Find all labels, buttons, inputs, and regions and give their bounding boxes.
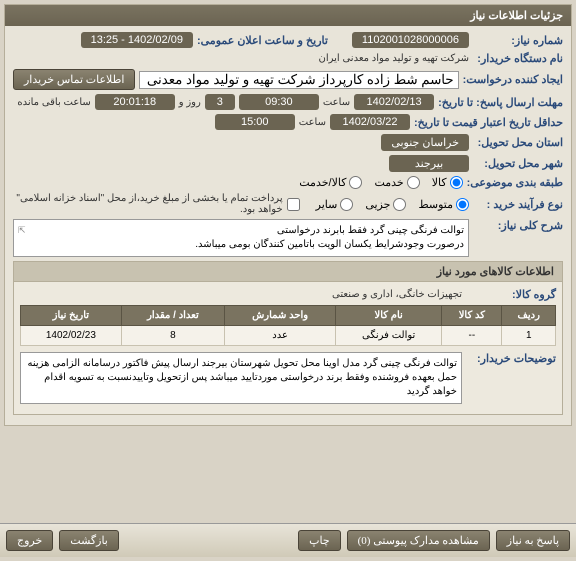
cat-goods-option[interactable]: کالا [432,176,463,189]
attachments-button[interactable]: مشاهده مدارک پیوستی (0) [347,530,490,551]
pt-partial-radio[interactable] [393,198,406,211]
validity-time: 15:00 [215,114,295,130]
items-panel: اطلاعات کالاهای مورد نیاز گروه کالا: تجه… [13,261,563,415]
td-row: 1 [502,326,556,346]
province-label: استان محل تحویل: [473,136,563,149]
td-date: 1402/02/23 [21,326,122,346]
td-code: -- [442,326,502,346]
table-header-row: ردیف کد کالا نام کالا واحد شمارش تعداد /… [21,306,556,326]
pt-partial-option[interactable]: جزیی [365,198,406,211]
buyer-notes-text: توالت فرنگی چینی گرد مدل اوینا محل تحویل… [20,352,462,404]
purchase-type-label: نوع فرآیند خرید : [473,198,563,211]
th-name: نام کالا [336,306,442,326]
time-label-2: ساعت [299,117,326,128]
reply-button[interactable]: پاسخ به نیاز [496,530,570,551]
cat-goods-service-option[interactable]: کالا/خدمت [299,176,362,189]
city-value: بیرجند [389,155,469,172]
announce-value: 1402/02/09 - 13:25 [81,32,193,48]
td-qty: 8 [121,326,224,346]
need-no-value: 1102001028000006 [352,32,469,48]
buyer-org-label: نام دستگاه خریدار: [473,52,563,65]
need-no-label: شماره نیاز: [473,34,563,47]
purchase-type-group: متوسط جزیی سایر [316,198,469,211]
resize-icon: ⇱ [18,224,26,237]
th-code: کد کالا [442,306,502,326]
panel-title: جزئیات اطلاعات نیاز [5,5,571,26]
cat-service-option[interactable]: خدمت [374,176,419,189]
category-radio-group: کالا خدمت کالا/خدمت [299,176,462,189]
reply-time: 09:30 [239,94,319,110]
requester-label: ایجاد کننده درخواست: [463,73,563,86]
td-unit: عدد [225,326,336,346]
goods-group-label: گروه کالا: [466,288,556,301]
table-row[interactable]: 1 -- توالت فرنگی عدد 8 1402/02/23 [21,326,556,346]
th-qty: تعداد / مقدار [121,306,224,326]
th-date: تاریخ نیاز [21,306,122,326]
exit-button[interactable]: خروج [6,530,53,551]
cat-service-radio[interactable] [407,176,420,189]
time-label-1: ساعت [323,97,350,108]
td-name: توالت فرنگی [336,326,442,346]
contact-buyer-button[interactable]: اطلاعات تماس خریدار [13,69,135,90]
announce-label: تاریخ و ساعت اعلان عمومی: [197,34,328,47]
requester-input[interactable] [139,71,458,89]
payment-check-option[interactable]: پرداخت تمام یا بخشی از مبلغ خرید،از محل … [13,193,300,215]
province-value: خراسان جنوبی [381,134,469,151]
desc-label: شرح کلی نیاز: [473,219,563,232]
validity-date: 1402/03/22 [330,114,410,130]
reply-deadline-label: مهلت ارسال پاسخ: تا تاریخ: [438,96,563,109]
pt-other-radio[interactable] [340,198,353,211]
items-panel-title: اطلاعات کالاهای مورد نیاز [14,262,562,282]
th-unit: واحد شمارش [225,306,336,326]
category-label: طبقه بندی موضوعی: [467,176,563,189]
remain-value: 20:01:18 [95,94,175,110]
payment-check-label: پرداخت تمام یا بخشی از مبلغ خرید،از محل … [13,193,283,215]
days-label: روز و [179,97,201,108]
buyer-notes-label: توضیحات خریدار: [466,352,556,365]
panel-body: شماره نیاز: 1102001028000006 تاریخ و ساع… [5,26,571,425]
th-row: ردیف [502,306,556,326]
desc-text: ⇱ توالت فرنگی چینی گرد فقط بابرند درخواس… [13,219,469,257]
reply-date: 1402/02/13 [354,94,434,110]
cat-goods-service-radio[interactable] [349,176,362,189]
payment-checkbox[interactable] [287,198,300,211]
goods-group-value: تجهیزات خانگی، اداری و صنعتی [332,289,462,300]
validity-label: حداقل تاریخ اعتبار قیمت تا تاریخ: [414,116,563,129]
days-value: 3 [205,94,235,110]
pt-normal-option[interactable]: متوسط [418,198,469,211]
back-button[interactable]: بازگشت [59,530,119,551]
pt-other-option[interactable]: سایر [316,198,354,211]
footer-toolbar: پاسخ به نیاز مشاهده مدارک پیوستی (0) چاپ… [0,523,576,557]
cat-goods-radio[interactable] [450,176,463,189]
items-table: ردیف کد کالا نام کالا واحد شمارش تعداد /… [20,305,556,346]
print-button[interactable]: چاپ [298,530,341,551]
buyer-org-value: شرکت تهیه و تولید مواد معدنی ایران [318,53,469,64]
remain-label: ساعت باقی مانده [17,97,90,108]
pt-normal-radio[interactable] [456,198,469,211]
city-label: شهر محل تحویل: [473,157,563,170]
need-details-panel: جزئیات اطلاعات نیاز شماره نیاز: 11020010… [4,4,572,426]
footer-spacer [125,530,292,551]
